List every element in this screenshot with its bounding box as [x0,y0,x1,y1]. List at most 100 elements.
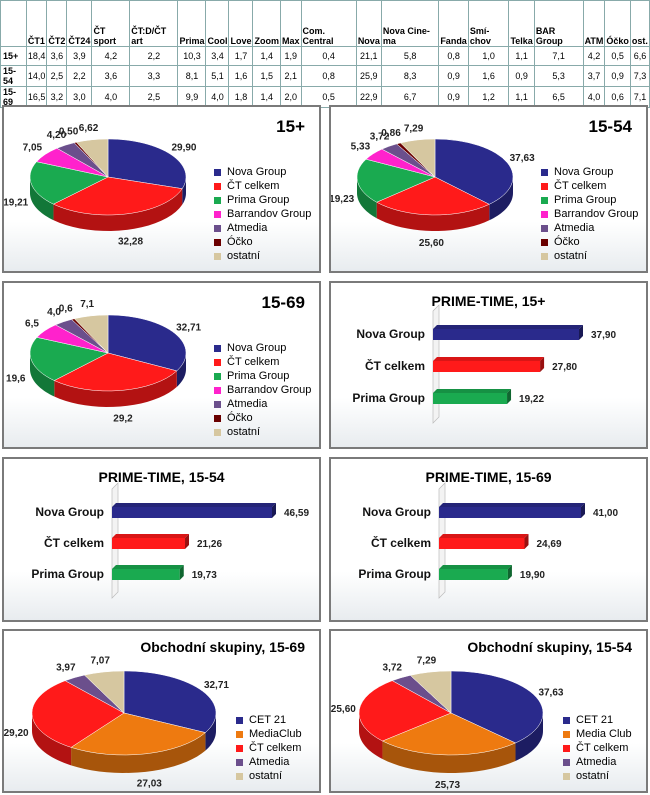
chart-svg: 29,90 32,28 19,21 7,05 4,200,50 6,62 [4,123,197,247]
chart-title: Obchodní skupiny, 15-69 [140,639,305,655]
legend-item: Media Club [563,727,632,741]
legend-swatch [214,210,221,218]
bar-value-label: 19,22 [519,394,544,405]
bar [439,507,581,518]
pie-chart-panel: 15-54 37,63 25,60 19,23 5,33 3,72 0,86 7,29 Nova… [329,105,648,273]
column-header: ČT1 [25,0,48,47]
legend-item: Prima Group [214,193,311,207]
legend-swatch [214,372,221,380]
table-cell: 2,2 [66,65,93,87]
legend-label: ČT celkem [249,742,302,754]
pie-slice [123,670,217,733]
category-label: Nova Group [362,505,431,519]
table-cell: 1,8 [228,86,254,108]
column-header: Óčko [604,0,631,47]
legend-label: Nova Group [554,166,614,178]
legend-label: ČT celkem [227,356,280,368]
bar-value-label: 41,00 [593,508,618,519]
pie-slice [376,176,490,216]
legend-label: MediaClub [249,728,302,740]
bar-side [579,325,583,340]
table-cell: 21,1 [355,46,382,66]
legend-label: Nova Group [227,342,287,354]
pie-slice-side [182,177,186,205]
table-cell: 0,5 [604,46,631,66]
legend-label: CET 21 [576,714,614,726]
table-row: 15+ 18,4 3,6 3,9 4,2 2,2 10,3 3,4 1,7 1,4 1,9 0,4 21… [0,46,650,66]
bar-side [524,534,529,549]
pie-slice-side [489,177,513,221]
bar-top [112,534,190,538]
table-cell: 3,9 [66,46,93,66]
legend-label: Óčko [554,236,580,248]
slice-label: 4,0 [47,307,61,318]
legend-item: ostatní [214,249,311,263]
bar-top [433,357,545,361]
legend-item: Nova Group [541,165,638,179]
legend-item: Óčko [214,411,311,425]
column-header: Nova [355,0,382,47]
legend-label: ostatní [249,770,283,782]
bar [112,569,180,580]
slice-label: 6,5 [25,319,39,330]
pie-slice-side [54,370,177,407]
legend-item: CET 21 [563,713,632,727]
legend-item: Nova Group [214,165,311,179]
table-cell: 4,2 [91,46,131,66]
bar-top [433,325,583,329]
legend-label: Atmedia [576,756,617,768]
legend-swatch [563,730,570,738]
legend-swatch [236,772,243,780]
legend-item: ČT celkem [541,179,638,193]
pie-slice-side [357,177,377,219]
legend-label: Barrandov Group [227,384,312,396]
bar [433,361,541,372]
share-table: ČT1 ČT2 ČT24 ČT sport ČT:D/ČT art Prima Cool Lo… [0,0,650,108]
legend-swatch [214,414,221,422]
slice-label: 25,60 [419,238,444,249]
legend-item: Prima Group [541,193,638,207]
legend-item: ostatní [563,769,632,783]
bar [439,569,508,580]
table-cell: 0,5 [300,86,357,108]
legend-label: Atmedia [227,222,268,234]
table-cell: 3,6 [46,46,68,66]
legend-item: Óčko [541,235,638,249]
table-cell: 1,5 [252,65,281,87]
slice-label: 7,29 [404,123,424,134]
legend-label: Barrandov Group [227,208,312,220]
table-cell: 1,6 [228,65,254,87]
pie-chart-panel: Obchodní skupiny, 15-69 32,71 27,03 29,20 3,… [2,629,321,793]
chart-svg: 37,63 25,60 19,23 5,333,720,86 7,29 [331,123,535,249]
bar-top [112,565,184,569]
bar-top [439,503,585,507]
pie-slice [399,138,436,178]
pie-slice-side [176,353,186,387]
category-label: ČT celkem [44,535,104,550]
pie-slice [29,337,109,381]
legend-label: Atmedia [227,398,268,410]
legend-item: Prima Group [214,369,311,383]
slice-label: 0,86 [381,128,401,139]
column-header: ČT:D/ČT art [129,0,179,47]
column-header: Love [228,0,254,47]
pie-slice-side [382,741,516,773]
legend-item: Barrandov Group [541,207,638,221]
legend-label: ostatní [227,250,261,262]
chart-title: PRIME-TIME, 15-69 [425,469,552,485]
legend-item: CET 21 [236,713,302,727]
legend-swatch [214,196,221,204]
pie-slice [450,670,544,744]
legend-item: ČT celkem [214,355,311,369]
legend-swatch [563,758,570,766]
category-label: Nova Group [35,505,104,519]
chart-title: 15+ [276,117,305,136]
legend-swatch [214,358,221,366]
bar-side [179,565,184,580]
slice-label: 29,2 [113,413,133,424]
pie-slice-side [71,732,206,773]
legend-swatch [236,758,243,766]
slice-label: 32,71 [176,322,201,333]
pie-slice [356,158,436,203]
slice-label: 5,33 [351,142,371,153]
